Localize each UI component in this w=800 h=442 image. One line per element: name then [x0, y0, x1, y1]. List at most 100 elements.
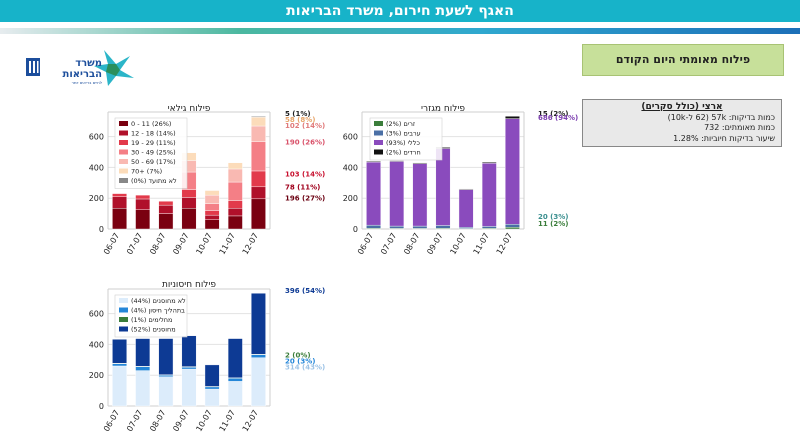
sector-bar-segment — [412, 225, 428, 229]
sector-legend-label: כללי (93%) — [386, 139, 420, 147]
national-summary-box: ארצי (כולל סקרים) כמות בדיקות: 57k (62 ל… — [582, 99, 782, 147]
sector-y-tick-label: 400 — [343, 163, 358, 172]
age-bar-segment — [135, 198, 151, 210]
sector-legend-swatch — [374, 121, 383, 126]
age-x-tick-label: 12-07 — [241, 232, 260, 257]
age-bar-segment — [158, 201, 174, 206]
age-x-tick-label: 11-07 — [218, 231, 237, 256]
sector-y-tick-label: 600 — [343, 133, 358, 142]
vaccination-annotation-label: 20 (3%) — [285, 358, 315, 366]
vaccination-bar-segment — [112, 365, 127, 407]
sector-legend-swatch — [374, 130, 383, 136]
vaccination-bar-segment — [251, 354, 266, 358]
age-annotation-label: 190 (26%) — [285, 138, 325, 146]
age-bar-segment — [251, 125, 266, 142]
logo-line-1: משרד — [75, 58, 102, 69]
vaccination-bar-segment — [112, 339, 127, 364]
sector-bar-segment — [458, 189, 474, 228]
vaccination-bar-segment — [158, 376, 174, 407]
vaccination-chart-title: פילוח חיסוניות — [162, 280, 216, 290]
vaccination-bar-segment — [135, 366, 151, 371]
sector-bar-segment — [412, 163, 428, 227]
age-legend-label: 0 - 11 (26%) — [131, 120, 171, 128]
vaccination-bar-segment — [251, 293, 266, 355]
logo-line-3: לחיים בריאים יותר — [72, 80, 102, 85]
age-y-tick-label: 600 — [89, 133, 104, 142]
age-x-tick-label: 08-07 — [148, 232, 167, 257]
summary-positive-rate: שיעור בדיקות חיוביות: 1.28% — [673, 133, 775, 143]
age-x-tick-label: 07-07 — [125, 232, 144, 257]
age-bar-segment — [251, 141, 266, 172]
age-chart-title: פילוח גילאי — [168, 104, 211, 114]
sector-bar-segment — [481, 163, 497, 227]
vaccination-legend-label: לא מחוסנים (44%) — [131, 297, 186, 305]
vaccination-bar-segment — [112, 363, 127, 367]
logo-line-2: הבריאות — [63, 69, 102, 80]
age-legend-swatch — [119, 149, 128, 155]
age-bar-segment — [204, 190, 220, 196]
sector-bar-segment — [389, 161, 405, 227]
age-legend-swatch — [119, 130, 128, 136]
age-bar-segment — [158, 204, 174, 214]
age-bar-segment — [181, 197, 197, 209]
age-bar-segment — [251, 186, 266, 200]
sector-x-tick-label: 06-07 — [356, 232, 375, 257]
age-annotation-label: 196 (27%) — [285, 194, 325, 202]
vaccination-annotation-label: 396 (54%) — [285, 287, 325, 295]
age-legend-swatch — [119, 159, 128, 164]
age-x-tick-label: 09-07 — [171, 232, 190, 257]
vaccination-bar-segment — [181, 335, 197, 367]
age-bar-segment — [135, 209, 151, 230]
summary-confirmed: כמות מאומתים: 732 — [704, 123, 775, 132]
age-y-tick-label: 0 — [99, 225, 104, 234]
vaccination-x-tick-label: 06-07 — [102, 409, 121, 434]
daily-breakdown-banner: פילוח מאומתי היום הקודם — [582, 44, 784, 76]
age-y-tick-label: 400 — [89, 163, 104, 172]
age-legend-label: 12 - 18 (14%) — [131, 130, 176, 138]
age-bar-segment — [227, 168, 243, 183]
sector-bar-segment — [481, 226, 497, 229]
age-legend-swatch — [119, 168, 128, 174]
vaccination-bar-segment — [227, 338, 243, 379]
age-bar-segment — [251, 198, 266, 230]
vaccination-bar-segment — [251, 357, 266, 407]
summary-title: ארצי (כולל סקרים) — [641, 102, 723, 112]
age-y-tick-label: 200 — [89, 194, 104, 203]
age-bar-segment — [204, 194, 220, 204]
age-bar-segment — [181, 208, 197, 230]
vaccination-y-tick-label: 0 — [99, 402, 104, 411]
age-x-tick-label: 06-07 — [102, 232, 121, 257]
sector-legend-label: זרים (2%) — [386, 120, 415, 128]
summary-tests: כמות בדיקות: 57k (62 ל-10k) — [667, 112, 775, 122]
age-bar-segment — [227, 215, 243, 230]
sector-bar-segment — [505, 116, 520, 119]
age-bar-segment — [251, 116, 266, 118]
sector-bar-segment — [481, 162, 497, 164]
vaccination-bar-segment — [227, 378, 243, 382]
vaccination-bar-segment — [181, 368, 197, 407]
age-bar-segment — [112, 193, 127, 197]
sector-x-tick-label: 10-07 — [448, 232, 467, 257]
sector-bar-segment — [505, 227, 520, 230]
vaccination-x-tick-label: 09-07 — [171, 409, 190, 434]
age-bar-segment — [204, 219, 220, 230]
vaccination-x-tick-label: 07-07 — [125, 409, 144, 434]
age-annotation-label: 102 (14%) — [285, 122, 325, 130]
sector-y-tick-label: 0 — [353, 225, 358, 234]
vaccination-bar-segment — [204, 388, 220, 407]
vaccination-legend-label: מחוסנים (52%) — [131, 326, 176, 334]
sector-y-tick-label: 200 — [343, 194, 358, 203]
vaccination-y-tick-label: 600 — [89, 310, 104, 319]
decorative-strip — [0, 28, 800, 34]
sector-annotation-label: 20 (3%) — [538, 213, 568, 221]
ministry-logo-graphic: משרד הבריאות לחיים בריאים יותר — [26, 50, 134, 86]
sector-bar-segment — [366, 161, 381, 163]
age-bar-segment — [204, 210, 220, 216]
sector-annotation-label: 11 (2%) — [538, 220, 568, 228]
age-annotation-label: 58 (8%) — [285, 116, 315, 124]
sector-x-tick-label: 07-07 — [379, 232, 398, 257]
age-bar-segment — [227, 162, 243, 170]
age-legend-label: לא מתועד (0%) — [131, 177, 177, 185]
vaccination-legend-swatch — [119, 326, 128, 332]
